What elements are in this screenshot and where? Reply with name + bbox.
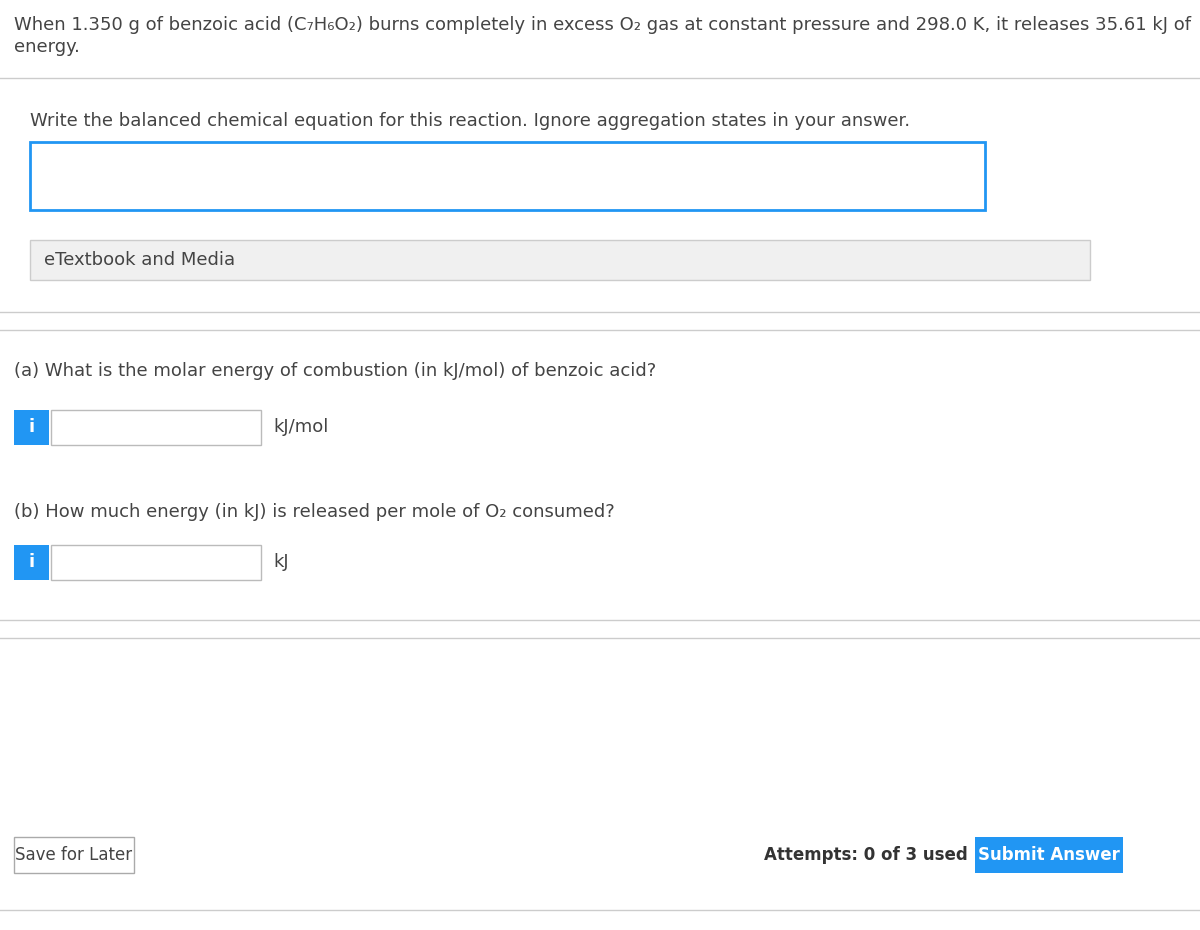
Text: (a) What is the molar energy of combustion (in kJ/mol) of benzoic acid?: (a) What is the molar energy of combusti…: [14, 362, 656, 380]
Bar: [14, 837, 134, 873]
Text: i: i: [29, 418, 35, 435]
Bar: [30, 142, 985, 210]
Text: Submit Answer: Submit Answer: [978, 846, 1120, 864]
Text: (b) How much energy (in kJ) is released per mole of O₂ consumed?: (b) How much energy (in kJ) is released …: [14, 503, 614, 521]
Text: kJ: kJ: [274, 552, 289, 570]
Text: i: i: [29, 552, 35, 570]
Text: kJ/mol: kJ/mol: [274, 418, 329, 435]
Text: energy.: energy.: [14, 38, 80, 56]
Bar: [50, 545, 262, 580]
Bar: [14, 545, 49, 580]
Bar: [0, 0, 1200, 78]
Bar: [30, 240, 1090, 280]
Text: eTextbook and Media: eTextbook and Media: [44, 251, 235, 269]
Text: Write the balanced chemical equation for this reaction. Ignore aggregation state: Write the balanced chemical equation for…: [30, 112, 910, 130]
Bar: [14, 410, 49, 445]
Bar: [974, 837, 1123, 873]
Bar: [50, 410, 262, 445]
Text: Save for Later: Save for Later: [16, 846, 132, 864]
Text: Attempts: 0 of 3 used: Attempts: 0 of 3 used: [764, 846, 968, 864]
Text: When 1.350 g of benzoic acid (C₇H₆O₂) burns completely in excess O₂ gas at const: When 1.350 g of benzoic acid (C₇H₆O₂) bu…: [14, 16, 1190, 34]
